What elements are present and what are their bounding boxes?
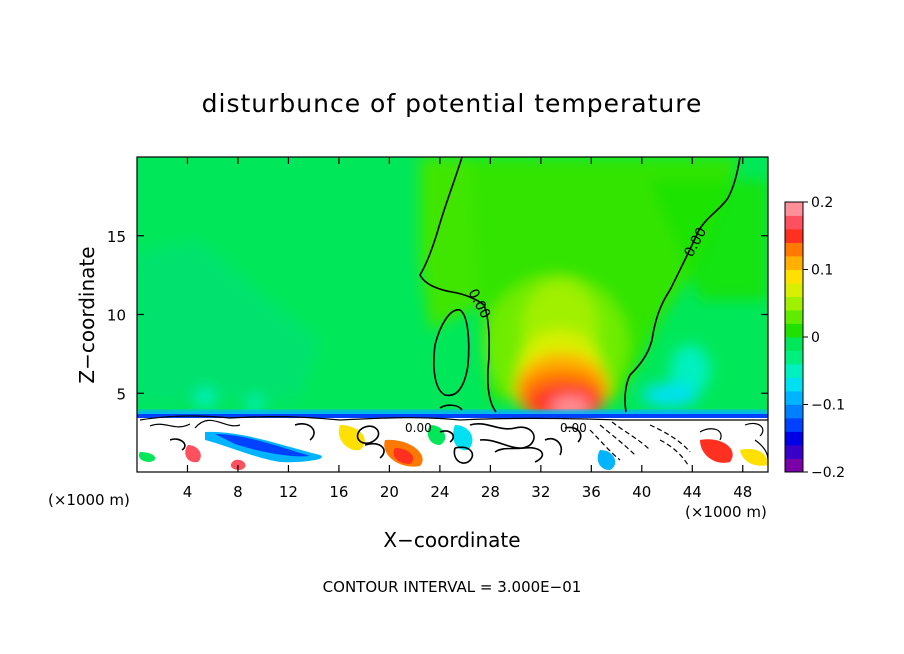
colorbar-swatch	[785, 391, 803, 405]
colorbar-swatch	[785, 215, 803, 230]
cold-layer-core	[137, 414, 768, 418]
x-tick-label: 20	[380, 483, 399, 501]
y-axis: 5 10 15	[107, 228, 768, 403]
colorbar-swatch	[785, 242, 803, 257]
cold-layer	[137, 410, 768, 417]
colorbar-tick-label: −0.1	[811, 398, 845, 414]
x-tick-label: 36	[582, 483, 601, 501]
plot-area: 0.00 0.00 0.00 0.00	[137, 157, 768, 472]
x-tick-label: 24	[430, 483, 449, 501]
x-tick-label: 8	[233, 483, 243, 501]
chart-title: disturbunce of potential temperature	[202, 89, 703, 118]
x-axis: 4 8 12 16 20 24 28 32 36 40 44 48	[183, 157, 752, 501]
contour-label-lower-2: 0.00	[560, 421, 587, 435]
contour-lines	[139, 157, 768, 466]
x-unit-right: (×1000 m)	[685, 503, 767, 521]
colorbar-swatch	[785, 323, 803, 338]
x-tick-label: 4	[183, 483, 193, 501]
colorbar-swatch	[785, 269, 803, 284]
colorbar-swatch	[785, 458, 803, 473]
colorbar-swatch	[785, 256, 803, 270]
colorbar-swatch	[785, 296, 803, 311]
x-unit-left: (×1000 m)	[48, 491, 130, 509]
x-tick-label: 16	[329, 483, 348, 501]
x-axis-label: X−coordinate	[383, 528, 520, 552]
colorbar-swatch	[785, 283, 803, 297]
colorbar-swatch	[785, 404, 803, 419]
y-axis-label: Z−coordinate	[75, 246, 99, 383]
colorbar-swatch	[785, 202, 803, 216]
y-tick-label: 15	[107, 228, 126, 246]
x-tick-label: 12	[279, 483, 298, 501]
smooth-field	[137, 157, 768, 423]
colorbar-swatch	[785, 445, 803, 459]
colorbar-swatch	[785, 431, 803, 446]
colorbar-swatch	[785, 337, 803, 351]
colorbar-swatch	[785, 364, 803, 378]
y-tick-label: 5	[116, 385, 126, 403]
x-tick-label: 32	[531, 483, 550, 501]
colorbar-tick-label: 0.1	[811, 263, 833, 279]
colorbar-tick-label: 0.2	[811, 195, 833, 211]
colorbar-swatch	[785, 350, 803, 365]
colorbar-swatch	[785, 310, 803, 324]
contour-label-lower-1: 0.00	[405, 421, 432, 435]
colorbar: 0.2 0.1 0 −0.1 −0.2	[784, 195, 845, 481]
y-tick-label: 10	[107, 307, 126, 325]
boundary-layer-patches	[138, 425, 768, 470]
colorbar-tick-label: 0	[811, 330, 820, 346]
x-tick-label: 40	[632, 483, 651, 501]
x-tick-label: 48	[733, 483, 752, 501]
contour-interval-note: CONTOUR INTERVAL = 3.000E−01	[323, 578, 582, 596]
colorbar-swatch	[785, 229, 803, 243]
colorbar-swatch	[785, 377, 803, 392]
x-tick-label: 44	[683, 483, 702, 501]
colorbar-tick-label: −0.2	[811, 465, 845, 481]
colorbar-swatch	[785, 418, 803, 432]
x-tick-label: 28	[481, 483, 500, 501]
